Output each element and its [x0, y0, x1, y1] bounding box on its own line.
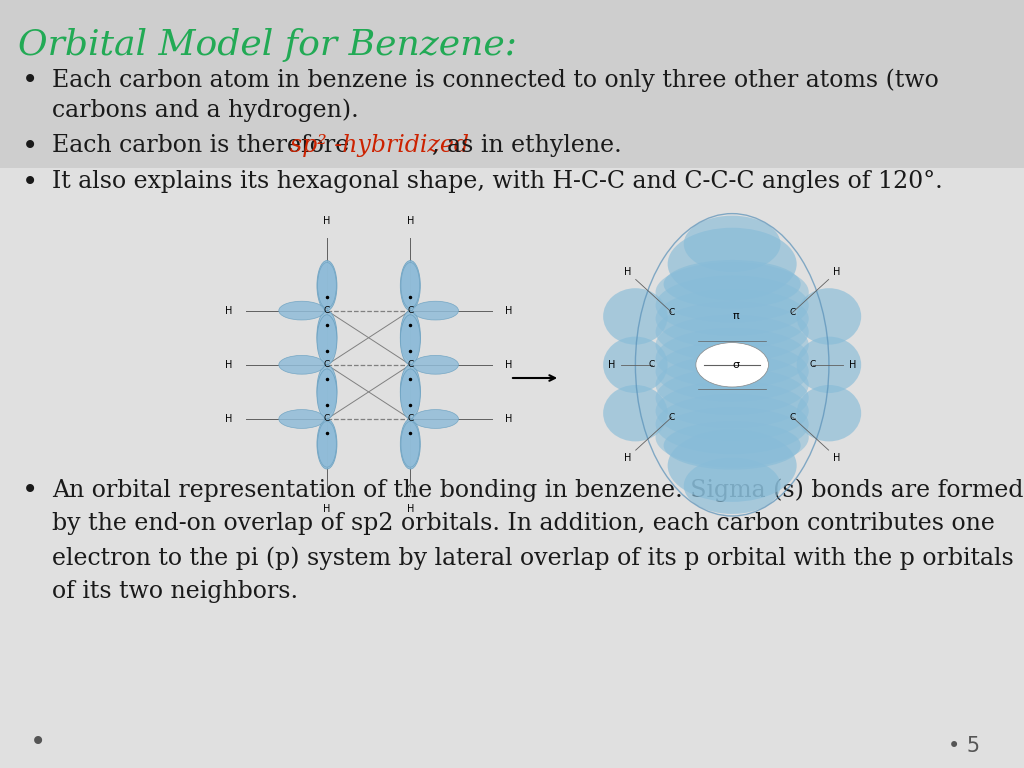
Text: C: C	[408, 415, 414, 423]
Text: Each carbon atom in benzene is connected to only three other atoms (two: Each carbon atom in benzene is connected…	[52, 68, 939, 91]
Ellipse shape	[317, 369, 337, 419]
Ellipse shape	[696, 343, 768, 387]
Ellipse shape	[655, 407, 809, 468]
Ellipse shape	[655, 381, 809, 442]
Ellipse shape	[400, 260, 420, 310]
Ellipse shape	[317, 419, 337, 469]
Ellipse shape	[603, 336, 668, 393]
Text: •: •	[22, 170, 38, 197]
Text: C: C	[324, 360, 330, 369]
Ellipse shape	[655, 302, 809, 362]
Text: π: π	[733, 311, 739, 322]
Text: σ: σ	[733, 359, 739, 370]
Ellipse shape	[413, 356, 459, 374]
Text: •: •	[22, 68, 38, 95]
Text: •: •	[22, 478, 38, 505]
Ellipse shape	[655, 288, 809, 349]
Ellipse shape	[400, 310, 420, 361]
Text: Orbital Model for Benzene:: Orbital Model for Benzene:	[18, 28, 517, 62]
Ellipse shape	[317, 310, 337, 361]
Text: H: H	[505, 306, 512, 316]
Ellipse shape	[317, 365, 337, 415]
Text: C: C	[810, 360, 816, 369]
Ellipse shape	[797, 336, 861, 393]
Ellipse shape	[400, 419, 420, 469]
Ellipse shape	[655, 354, 809, 415]
Text: electron to the pi (p) system by lateral overlap of its p orbital with the p orb: electron to the pi (p) system by lateral…	[52, 546, 1014, 570]
Text: H: H	[407, 504, 414, 514]
Text: C: C	[648, 360, 654, 369]
Ellipse shape	[655, 328, 809, 389]
Text: •: •	[30, 728, 46, 756]
Ellipse shape	[797, 385, 861, 442]
Text: H: H	[324, 504, 331, 514]
Ellipse shape	[279, 301, 325, 320]
Text: H: H	[834, 452, 841, 462]
Ellipse shape	[401, 263, 420, 308]
Ellipse shape	[603, 385, 668, 442]
Ellipse shape	[317, 315, 337, 365]
Ellipse shape	[400, 369, 420, 419]
Text: carbons and a hydrogen).: carbons and a hydrogen).	[52, 98, 358, 121]
Text: H: H	[850, 359, 857, 370]
Text: C: C	[408, 306, 414, 315]
Text: sp² -hybridized: sp² -hybridized	[290, 134, 469, 157]
Text: H: H	[624, 452, 631, 462]
Ellipse shape	[401, 422, 420, 467]
Ellipse shape	[668, 429, 797, 502]
Text: An orbital representation of the bonding in benzene. Sigma (s) bonds are formed: An orbital representation of the bonding…	[52, 478, 1024, 502]
Text: of its two neighbors.: of its two neighbors.	[52, 580, 298, 603]
Text: C: C	[669, 308, 675, 317]
Text: H: H	[505, 414, 512, 424]
Text: C: C	[669, 412, 675, 422]
Ellipse shape	[664, 260, 801, 308]
Ellipse shape	[797, 288, 861, 345]
Text: , as in ethylene.: , as in ethylene.	[432, 134, 622, 157]
Ellipse shape	[317, 260, 337, 310]
Ellipse shape	[317, 263, 336, 308]
Ellipse shape	[413, 409, 459, 429]
Ellipse shape	[413, 301, 459, 320]
Text: H: H	[505, 359, 512, 370]
Ellipse shape	[655, 275, 809, 336]
Ellipse shape	[655, 394, 809, 455]
Text: H: H	[607, 359, 614, 370]
Ellipse shape	[655, 368, 809, 428]
Text: Each carbon is therefore: Each carbon is therefore	[52, 134, 356, 157]
Ellipse shape	[279, 356, 325, 374]
Text: C: C	[324, 306, 330, 315]
Text: C: C	[790, 412, 796, 422]
Ellipse shape	[668, 227, 797, 300]
Text: H: H	[225, 359, 232, 370]
Ellipse shape	[684, 216, 780, 272]
Text: C: C	[790, 308, 796, 317]
Ellipse shape	[400, 365, 420, 415]
Text: C: C	[324, 415, 330, 423]
Ellipse shape	[603, 288, 668, 345]
Ellipse shape	[655, 262, 809, 323]
Ellipse shape	[664, 421, 801, 469]
Text: H: H	[225, 414, 232, 424]
Ellipse shape	[684, 458, 780, 514]
Text: •: •	[22, 134, 38, 161]
Ellipse shape	[279, 409, 325, 429]
Text: C: C	[408, 360, 414, 369]
Text: H: H	[834, 267, 841, 277]
Text: H: H	[324, 216, 331, 226]
Text: by the end-on overlap of sp2 orbitals. In addition, each carbon contributes one: by the end-on overlap of sp2 orbitals. I…	[52, 512, 995, 535]
Ellipse shape	[655, 341, 809, 402]
Text: It also explains its hexagonal shape, with H-C-C and C-C-C angles of 120°.: It also explains its hexagonal shape, wi…	[52, 170, 943, 193]
Ellipse shape	[317, 422, 336, 467]
Ellipse shape	[400, 315, 420, 365]
Text: H: H	[624, 267, 631, 277]
Ellipse shape	[655, 315, 809, 376]
Bar	[0, 0, 1024, 168]
Text: • 5: • 5	[948, 736, 980, 756]
Text: H: H	[407, 216, 414, 226]
Text: H: H	[225, 306, 232, 316]
